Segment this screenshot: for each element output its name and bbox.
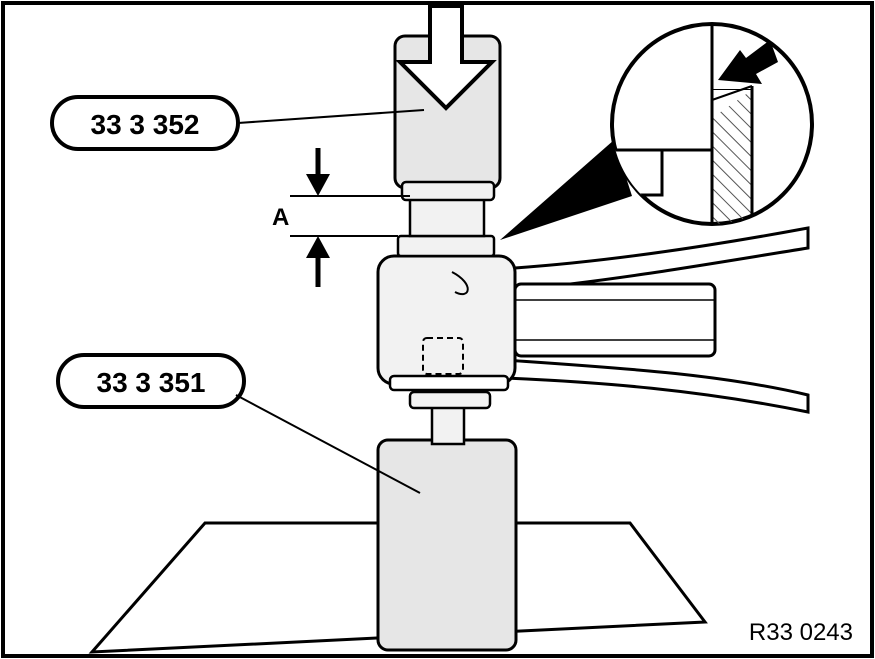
control-arm bbox=[376, 226, 810, 414]
callout-tool-upper: 33 3 352 bbox=[50, 95, 425, 151]
bushing bbox=[396, 194, 496, 258]
callout-tool-lower-label: 33 3 351 bbox=[97, 367, 206, 398]
reference-code: R33 0243 bbox=[749, 619, 853, 646]
dimension-a: A bbox=[272, 148, 410, 287]
lower-tool bbox=[376, 390, 518, 652]
detail-arrow bbox=[718, 40, 778, 84]
press-force-arrow bbox=[395, 4, 497, 111]
dimension-a-label: A bbox=[272, 204, 289, 231]
callout-tool-upper-label: 33 3 352 bbox=[91, 109, 200, 140]
callout-tool-lower: 33 3 351 bbox=[56, 353, 421, 494]
detail-inset bbox=[610, 22, 814, 226]
detail-leader bbox=[500, 140, 632, 240]
